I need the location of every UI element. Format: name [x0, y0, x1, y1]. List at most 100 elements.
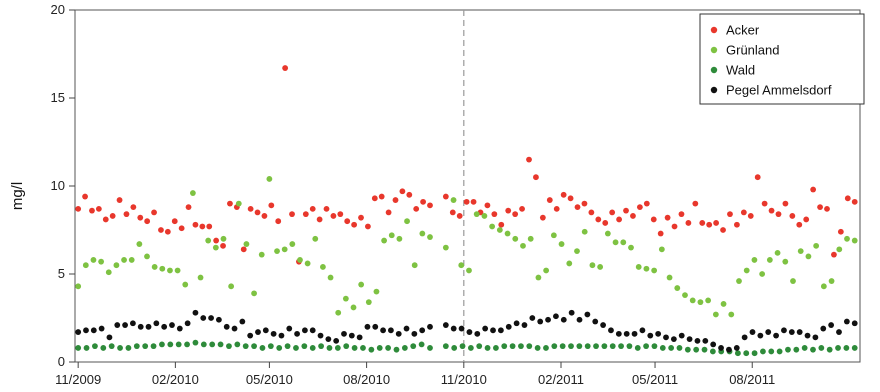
data-point — [592, 318, 599, 325]
data-point — [789, 213, 796, 219]
data-point — [826, 346, 833, 353]
y-tick-label: 20 — [51, 2, 65, 17]
data-point — [728, 311, 735, 318]
x-tick-label: 08/2011 — [729, 372, 775, 387]
data-point — [474, 330, 481, 337]
data-point — [197, 274, 204, 281]
data-point — [144, 253, 150, 260]
data-point — [589, 262, 596, 269]
legend-label: Pegel Ammelsdorf — [726, 83, 832, 98]
data-point — [150, 343, 157, 350]
data-point — [399, 188, 406, 195]
data-point — [247, 332, 254, 339]
data-point — [459, 343, 466, 350]
data-point — [151, 209, 157, 216]
data-point — [726, 346, 732, 353]
data-point — [254, 209, 261, 216]
data-point — [736, 278, 742, 284]
data-point — [212, 244, 219, 251]
data-point — [720, 227, 726, 233]
data-point — [161, 323, 168, 330]
data-point — [793, 346, 800, 353]
data-point — [466, 329, 473, 335]
data-point — [584, 343, 591, 350]
data-point — [678, 211, 685, 218]
data-point — [75, 205, 82, 212]
data-point — [420, 198, 426, 205]
data-point — [75, 329, 82, 335]
data-point — [718, 345, 724, 351]
data-point — [89, 207, 95, 214]
data-point — [609, 343, 616, 350]
data-point — [534, 345, 541, 351]
data-point — [568, 343, 574, 350]
data-point — [128, 257, 135, 263]
data-point — [371, 195, 378, 202]
data-point — [602, 220, 609, 226]
data-point — [796, 329, 803, 335]
data-point — [520, 242, 526, 249]
series-wald — [75, 339, 858, 357]
data-point — [301, 343, 308, 350]
data-point — [817, 204, 823, 211]
data-point — [837, 228, 844, 235]
data-point — [261, 213, 268, 219]
data-point — [169, 322, 175, 328]
data-point — [810, 346, 816, 353]
data-point — [634, 345, 641, 351]
data-point — [651, 267, 658, 274]
data-point — [335, 309, 342, 316]
data-point — [411, 330, 418, 337]
data-point — [489, 223, 496, 230]
data-point — [406, 191, 413, 198]
data-point — [754, 174, 761, 181]
data-point — [427, 323, 433, 330]
data-point — [302, 327, 308, 334]
data-point — [144, 218, 151, 225]
data-point — [526, 343, 533, 350]
data-point — [235, 200, 242, 207]
data-point — [95, 205, 102, 212]
data-point — [113, 262, 120, 269]
data-point — [185, 204, 192, 211]
data-point — [114, 322, 121, 328]
data-point — [323, 205, 330, 212]
chart-legend: Acker Grünland Wald Pegel Ammelsdorf — [699, 13, 865, 105]
data-point — [774, 249, 781, 256]
data-point — [529, 315, 536, 321]
data-point — [820, 325, 827, 332]
data-point — [595, 216, 602, 223]
data-point — [790, 278, 796, 284]
data-point — [309, 327, 316, 334]
data-point — [473, 211, 480, 218]
data-point — [159, 265, 166, 272]
data-point — [609, 209, 616, 216]
data-point — [694, 337, 701, 344]
data-point — [442, 343, 449, 350]
data-point — [98, 325, 105, 332]
data-point — [106, 334, 113, 341]
data-point — [650, 216, 657, 223]
data-point — [797, 248, 804, 255]
data-point — [458, 262, 465, 269]
x-tick-label: 02/2011 — [538, 372, 584, 387]
data-point — [651, 343, 658, 350]
data-point — [584, 311, 591, 318]
data-point — [760, 348, 766, 355]
data-point — [608, 327, 614, 334]
data-point — [498, 221, 505, 228]
data-point — [734, 221, 740, 228]
data-point — [137, 214, 144, 221]
legend-label: Wald — [726, 63, 755, 78]
data-point — [116, 197, 123, 203]
data-point — [843, 345, 850, 351]
data-point — [559, 343, 566, 350]
data-point — [747, 213, 754, 219]
data-point — [574, 248, 580, 255]
data-point — [643, 343, 650, 350]
data-point — [75, 283, 82, 290]
x-tick-label: 11/2009 — [55, 372, 101, 387]
data-point — [639, 327, 646, 334]
data-point — [449, 209, 456, 216]
data-point — [351, 345, 358, 351]
